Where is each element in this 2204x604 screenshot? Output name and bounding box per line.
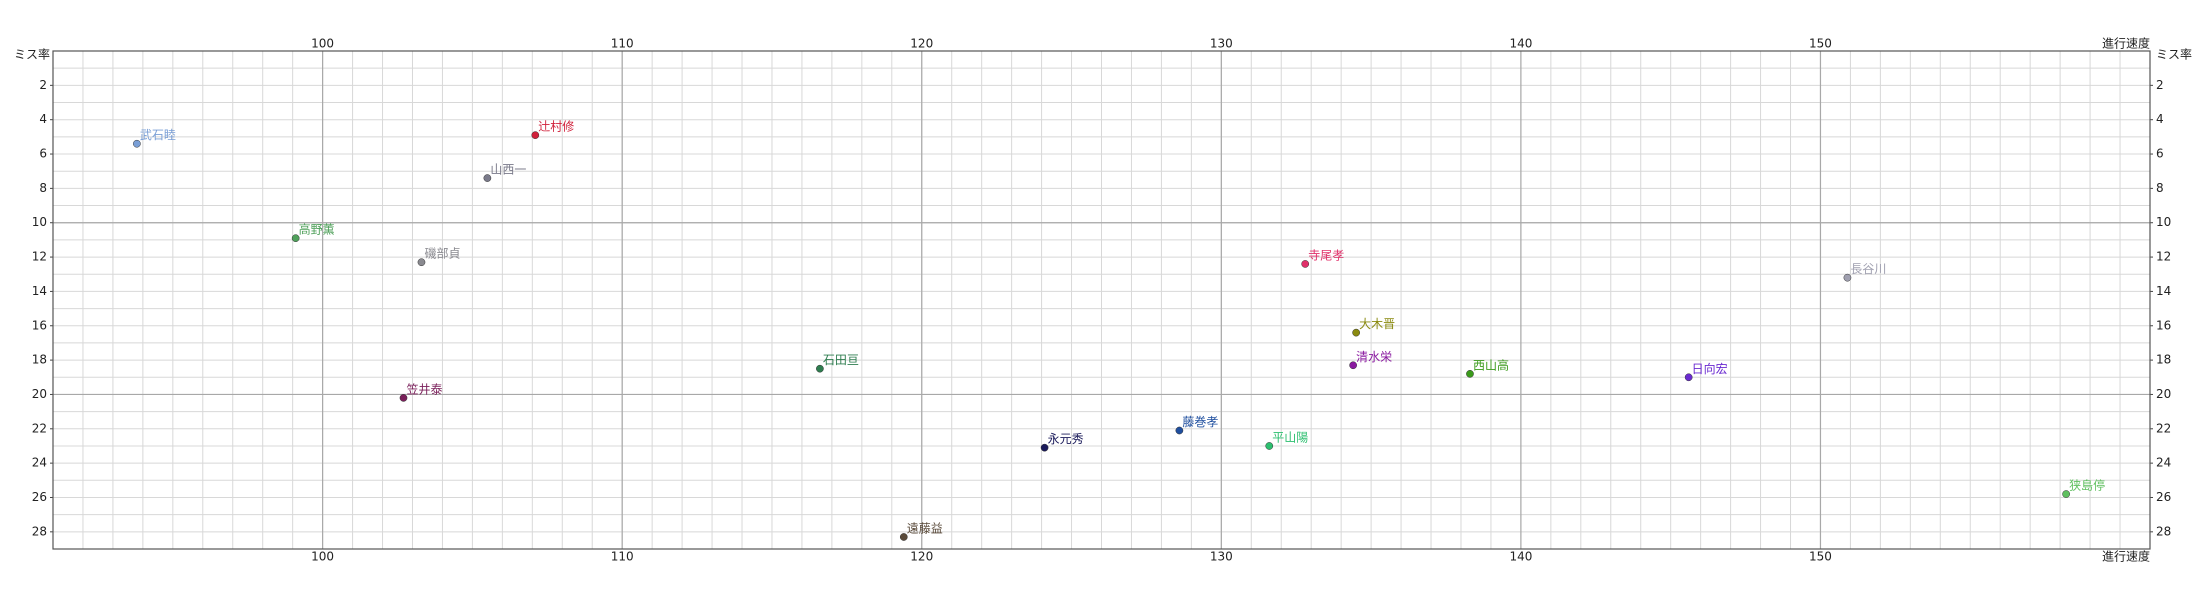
x-tick-label: 130 <box>1210 37 1233 51</box>
data-point <box>1175 426 1184 435</box>
data-point <box>1352 328 1360 337</box>
data-point <box>399 394 408 402</box>
y-tick-label: 26 <box>2156 490 2171 504</box>
y-tick-label: 8 <box>2156 181 2164 195</box>
point-label: 西山高 <box>1473 357 1509 372</box>
x-tick-label: 100 <box>311 550 334 564</box>
data-point <box>1684 373 1693 382</box>
data-point <box>1265 442 1274 450</box>
y-tick-label: 20 <box>2156 387 2171 401</box>
point-label: 狭島停 <box>2069 478 2105 493</box>
y-tick-label: 4 <box>39 112 47 126</box>
y-tick-label: 18 <box>2156 353 2171 367</box>
point-label: 高野薫 <box>299 222 335 237</box>
point-label: 永元秀 <box>1048 432 1084 446</box>
x-axis-label-top: 進行速度 <box>2102 36 2150 51</box>
point-label: 石田亘 <box>823 353 859 367</box>
y-tick-label: 26 <box>32 490 47 504</box>
data-point <box>1466 369 1474 378</box>
point-label: 清水栄 <box>1356 350 1392 364</box>
y-tick-label: 22 <box>2156 421 2171 435</box>
point-label: 日向宏 <box>1692 361 1728 376</box>
y-tick-label: 14 <box>2156 284 2171 298</box>
x-tick-label: 110 <box>611 550 634 564</box>
y-tick-label: 12 <box>32 250 47 264</box>
y-tick-label: 24 <box>2156 456 2171 470</box>
data-point <box>531 131 540 139</box>
point-label: 寺尾孝 <box>1308 248 1344 262</box>
point-label: 笠井泰 <box>406 381 442 396</box>
point-label: 大木晋 <box>1359 317 1395 331</box>
data-point <box>291 234 300 243</box>
x-axis-label: 進行速度 <box>2102 549 2150 564</box>
data-point <box>2062 490 2070 498</box>
y-tick-label: 16 <box>32 318 47 332</box>
point-label: 辻村修 <box>538 119 574 134</box>
y-tick-label: 4 <box>2156 112 2164 126</box>
data-point <box>133 139 141 148</box>
y-tick-label: 28 <box>2156 524 2171 538</box>
y-tick-label: 10 <box>2156 215 2171 229</box>
y-tick-label: 6 <box>2156 147 2164 161</box>
x-tick-label: 150 <box>1809 37 1832 51</box>
y-tick-label: 8 <box>39 181 47 195</box>
y-tick-label: 22 <box>32 421 47 435</box>
y-tick-label: 12 <box>2156 250 2171 264</box>
y-tick-label: 14 <box>32 284 47 298</box>
point-label: 藤巻孝 <box>1182 415 1218 429</box>
point-label: 遠藤益 <box>907 521 943 535</box>
x-tick-label: 110 <box>611 37 634 51</box>
y-axis-label-right: ミス率 <box>2156 47 2192 62</box>
point-label: 武石睦 <box>140 128 176 142</box>
data-point <box>417 258 426 267</box>
data-point <box>899 533 908 541</box>
data-point <box>816 364 824 373</box>
y-tick-label: 28 <box>32 524 47 538</box>
y-tick-label: 6 <box>39 147 47 161</box>
y-tick-label: 24 <box>32 456 47 470</box>
x-tick-label: 120 <box>910 37 933 51</box>
x-tick-label: 140 <box>1509 37 1532 51</box>
point-label: 山西一 <box>490 163 526 177</box>
data-point <box>1040 443 1049 452</box>
y-tick-label: 2 <box>2156 78 2164 92</box>
data-point <box>483 174 492 182</box>
y-tick-label: 18 <box>32 353 47 367</box>
y-tick-label: 10 <box>32 215 47 229</box>
x-tick-label: 150 <box>1809 550 1832 564</box>
y-tick-label: 16 <box>2156 318 2171 332</box>
data-point <box>1301 260 1310 268</box>
y-tick-label: 20 <box>32 387 47 401</box>
x-tick-label: 120 <box>910 550 933 564</box>
x-tick-label: 130 <box>1210 550 1233 564</box>
point-label: 磯部貞 <box>424 246 460 261</box>
point-label: 長谷川 <box>1850 262 1886 276</box>
plot-frame <box>52 50 2151 550</box>
data-point <box>1349 361 1357 370</box>
x-tick-label: 100 <box>311 37 334 51</box>
point-label: 平山陽 <box>1272 430 1308 444</box>
x-tick-label: 140 <box>1509 550 1532 564</box>
y-axis-label: ミス率 <box>14 47 50 62</box>
data-point <box>1843 273 1852 282</box>
y-tick-label: 2 <box>39 78 47 92</box>
